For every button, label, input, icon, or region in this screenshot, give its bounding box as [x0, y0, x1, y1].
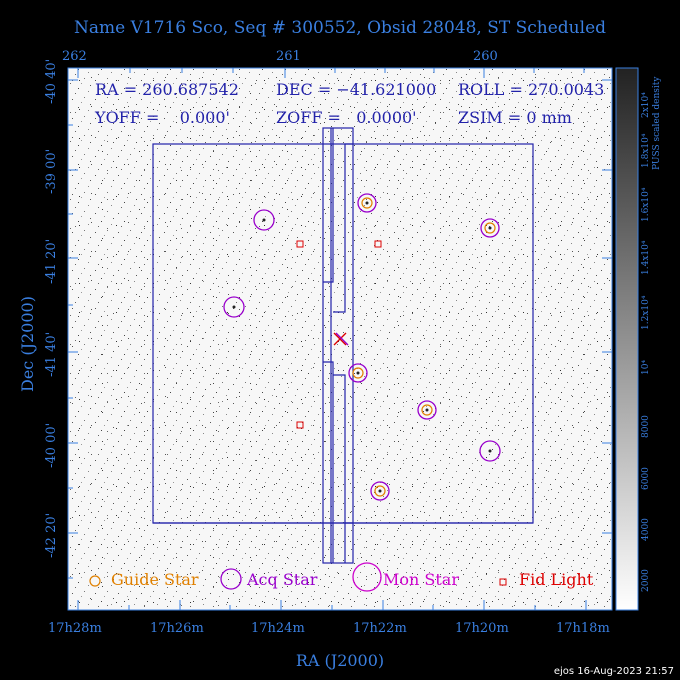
- acq-star: [417, 400, 437, 420]
- target-marker: [333, 332, 349, 346]
- x-axis-label: RA (J2000): [295, 651, 385, 670]
- zoff-value: ZOFF = 0.0000': [276, 108, 417, 127]
- left-tick-label: -41 20': [44, 238, 59, 284]
- bottom-tick-label: 17h22m: [353, 621, 407, 636]
- colorbar-tick: 2x10⁴: [641, 92, 651, 118]
- acq-stars: [223, 193, 501, 501]
- yoff-value: YOFF = 0.000': [95, 108, 230, 127]
- zsim-value: ZSIM = 0 mm: [458, 108, 572, 127]
- ra-value: RA = 260.687542: [95, 80, 239, 99]
- legend-mon-symbol: [352, 562, 382, 592]
- top-tick-label: 261: [276, 49, 301, 64]
- guide-star: [421, 404, 433, 416]
- colorbar-tick: 6000: [641, 467, 651, 490]
- legend-acq-symbol: [220, 568, 242, 590]
- bottom-ticks: [77, 600, 587, 610]
- colorbar-tick: 8000: [641, 415, 651, 438]
- acq-star: [370, 481, 390, 501]
- roll-value: ROLL = 270.0043: [458, 80, 605, 99]
- acq-star: [480, 218, 500, 238]
- left-tick-label: -41 40': [44, 331, 59, 377]
- star-dots: [232, 201, 492, 493]
- y-axis-label: Dec (J2000): [18, 296, 37, 392]
- top-tick-label: 262: [62, 49, 87, 64]
- colorbar: [615, 67, 639, 611]
- colorbar-tick: 1.6x10⁴: [641, 187, 651, 222]
- legend-guide-symbol: [89, 575, 101, 587]
- left-tick-label: -39 00': [44, 148, 59, 194]
- bottom-tick-label: 17h26m: [150, 621, 204, 636]
- plot-title: Name V1716 Sco, Seq # 300552, Obsid 2804…: [73, 18, 607, 38]
- footer-timestamp: ejos 16-Aug-2023 21:57: [553, 666, 674, 677]
- left-tick-label: -42 20': [44, 512, 59, 558]
- guide-star: [352, 367, 364, 379]
- bottom-tick-label: 17h28m: [48, 621, 102, 636]
- legend-acq-label: Acq Star: [247, 570, 318, 589]
- colorbar-tick: 4000: [641, 518, 651, 541]
- guide-star: [374, 485, 386, 497]
- bottom-tick-label: 17h20m: [455, 621, 509, 636]
- bottom-tick-label: 17h24m: [251, 621, 305, 636]
- fid-lights: [296, 240, 382, 429]
- top-ticks: [77, 68, 585, 78]
- colorbar-label: PUSS scaled density: [652, 76, 662, 170]
- colorbar-tick: 2000: [641, 569, 651, 592]
- colorbar-tick: 1.4x10⁴: [641, 240, 651, 275]
- guide-stars: [352, 197, 496, 497]
- fid-light: [296, 421, 304, 429]
- fid-light: [374, 240, 382, 248]
- top-tick-label: 260: [473, 49, 498, 64]
- left-tick-label: -40 00': [44, 422, 59, 468]
- colorbar-tick: 1.2x10⁴: [641, 295, 651, 330]
- left-tick-label: -40 40': [44, 58, 59, 104]
- dec-value: DEC = −41.621000: [276, 80, 437, 99]
- guide-star: [361, 197, 373, 209]
- colorbar-tick: 1.8x10⁴: [641, 133, 651, 168]
- acq-star: [479, 440, 501, 462]
- bottom-tick-label: 17h18m: [556, 621, 610, 636]
- legend-fid-symbol: [499, 578, 507, 586]
- fid-light: [296, 240, 304, 248]
- chip-strip: [322, 127, 354, 564]
- acq-star: [348, 363, 368, 383]
- colorbar-tick: 10⁴: [641, 359, 651, 375]
- acq-star: [357, 193, 377, 213]
- detector-outline: [152, 127, 534, 564]
- left-ticks: [68, 79, 78, 579]
- acq-star: [223, 296, 245, 318]
- guide-star: [484, 222, 496, 234]
- acq-star: [253, 209, 275, 231]
- legend-guide-label: Guide Star: [111, 570, 199, 589]
- legend-fid-label: Fid Light: [519, 570, 594, 589]
- legend-mon-label: Mon Star: [383, 570, 459, 589]
- plot-frame: [67, 67, 613, 611]
